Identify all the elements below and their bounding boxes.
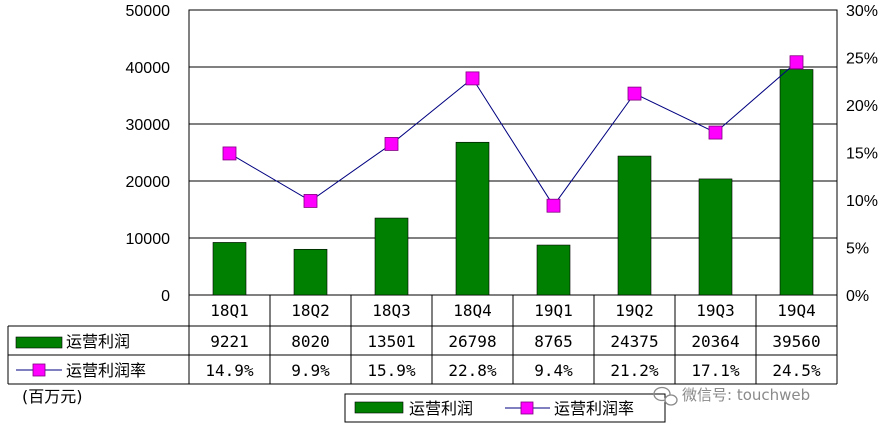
bar-series (212, 69, 814, 296)
left-tick-label: 10000 (126, 231, 171, 248)
left-tick-label: 0 (161, 288, 170, 305)
table-cell: 13501 (367, 332, 415, 351)
table-cell: 24375 (610, 332, 658, 351)
legend-bar-swatch (354, 401, 404, 414)
bar (536, 244, 571, 296)
legend-marker-swatch (520, 401, 534, 415)
table-cell: 9.4% (534, 361, 573, 380)
table-cell: 24.5% (772, 361, 821, 380)
margin-marker (708, 125, 723, 140)
margin-marker (222, 146, 237, 161)
table-marker-key (32, 363, 46, 377)
right-tick-label: 25% (846, 51, 878, 68)
table-cell: 26798 (448, 332, 496, 351)
table-cell: 17.1% (691, 361, 740, 380)
line-series (222, 55, 804, 213)
table-cell: 8765 (534, 332, 573, 351)
table-row-label: 运营利润 (66, 332, 130, 351)
category-label: 19Q2 (615, 301, 654, 320)
category-label: 18Q2 (291, 301, 330, 320)
left-tick-label: 30000 (126, 117, 171, 134)
table-cell: 22.8% (448, 361, 497, 380)
bar (779, 69, 814, 296)
bar (455, 141, 490, 296)
table-row-label: 运营利润率 (66, 361, 146, 380)
category-label: 19Q3 (696, 301, 735, 320)
margin-marker (546, 198, 561, 213)
right-tick-label: 15% (846, 146, 878, 163)
table-cell: 14.9% (205, 361, 254, 380)
table-cell: 15.9% (367, 361, 416, 380)
right-tick-label: 0% (846, 288, 869, 305)
table-cell: 9221 (210, 332, 249, 351)
category-label: 19Q4 (777, 301, 816, 320)
left-axis-ticks: 0 10000 20000 30000 40000 50000 (126, 3, 171, 305)
table-bar-key (15, 336, 63, 349)
bar (374, 217, 409, 296)
table-cell: 8020 (291, 332, 330, 351)
table-cell: 39560 (772, 332, 820, 351)
table-cell: 21.2% (610, 361, 659, 380)
category-label: 18Q1 (210, 301, 249, 320)
margin-marker (384, 137, 399, 151)
wechat-icon (653, 386, 678, 406)
table-cell: 20364 (691, 332, 739, 351)
bar (698, 178, 733, 296)
watermark: 微信号: touchweb (653, 386, 810, 406)
data-table: 18Q1 18Q2 18Q3 18Q4 19Q1 19Q2 19Q3 19Q4 运营利润 9221… (7, 295, 838, 385)
table-cell: 9.9% (291, 361, 330, 380)
legend-line-label: 运营利润率 (554, 399, 634, 418)
legend: 运营利润 运营利润率 (344, 393, 666, 423)
right-axis-ticks: 0% 5% 10% 15% 20% 25% 30% (846, 3, 878, 305)
margin-marker (303, 194, 318, 208)
legend-bar-label: 运营利润 (409, 399, 473, 418)
bar (617, 155, 652, 296)
margin-line (229, 61, 797, 207)
left-tick-label: 20000 (126, 174, 171, 191)
bar (212, 242, 247, 296)
plot-area (188, 9, 838, 296)
bar (293, 248, 328, 296)
margin-marker (789, 55, 804, 70)
margin-marker (465, 71, 480, 86)
right-tick-label: 30% (846, 3, 878, 20)
category-label: 19Q1 (534, 301, 573, 320)
left-tick-label: 50000 (126, 3, 171, 20)
watermark-text: 微信号: touchweb (682, 386, 810, 404)
right-tick-label: 5% (846, 241, 869, 258)
right-tick-label: 20% (846, 98, 878, 115)
margin-marker (627, 86, 642, 101)
unit-label: (百万元) (22, 387, 83, 406)
category-label: 18Q3 (372, 301, 411, 320)
category-label: 18Q4 (453, 301, 492, 320)
left-tick-label: 40000 (126, 60, 171, 77)
right-tick-label: 10% (846, 193, 878, 210)
